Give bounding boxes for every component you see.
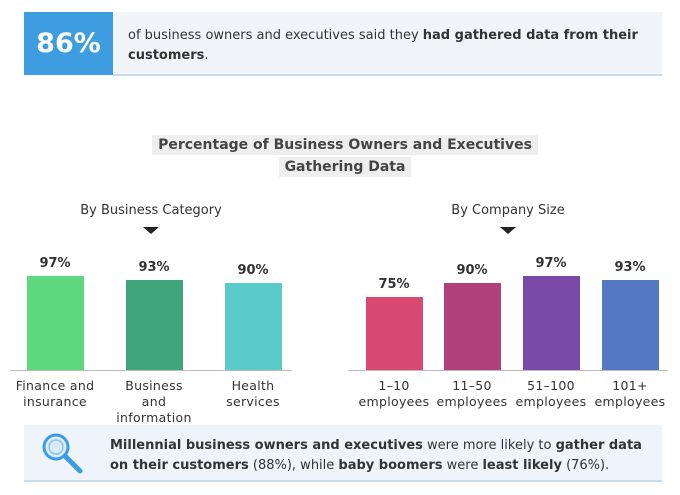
chart-title: Percentage of Business Owners and Execut… <box>150 134 540 178</box>
baseline <box>10 370 292 371</box>
text-segment: of business owners and executives said t… <box>128 28 423 43</box>
text-segment: baby boomers <box>338 458 443 473</box>
text-segment: had gathered data from their customers <box>128 28 638 63</box>
text-segment: gather data on their customers <box>110 438 642 473</box>
chart-subtitle: By Company Size <box>451 203 565 218</box>
text-segment: were more likely to <box>422 438 556 453</box>
category-label: Finance and insurance <box>15 378 95 409</box>
stat: 86% <box>24 12 113 75</box>
bar <box>443 282 501 370</box>
footer-panel <box>24 425 662 482</box>
bar <box>601 279 659 370</box>
header-text: of business owners and executives said t… <box>128 26 648 66</box>
value-label: 90% <box>237 262 269 278</box>
text-segment: least likely <box>482 458 562 473</box>
pointer <box>143 227 159 234</box>
text-segment: Millennial business owners and executive… <box>110 438 423 453</box>
category-label: 1–10 employees <box>358 378 430 409</box>
text-segment: . <box>204 48 209 63</box>
value-label: 93% <box>614 259 646 275</box>
category-label: Health services <box>226 378 280 409</box>
baseline <box>348 370 668 371</box>
footer-text: Millennial business owners and executive… <box>110 436 650 476</box>
title-text: Percentage of Business Owners and Execut… <box>152 135 538 177</box>
text-segment: were <box>442 458 483 473</box>
category-label: 11–50 employees <box>436 378 508 409</box>
value-label: 97% <box>535 255 567 271</box>
bar <box>26 275 84 370</box>
bar <box>224 282 282 370</box>
value-label: 90% <box>456 262 488 278</box>
value-label: 93% <box>138 259 170 275</box>
category-label: Business and information <box>116 378 192 425</box>
header-panel <box>113 12 662 76</box>
category-label: 51–100 employees <box>515 378 587 409</box>
chart-subtitle: By Business Category <box>80 203 222 218</box>
value-label: 75% <box>378 277 410 293</box>
bar <box>125 279 183 370</box>
value-label: 97% <box>39 255 71 271</box>
bar <box>365 297 423 370</box>
text-segment: (76%). <box>561 458 610 473</box>
pointer <box>500 227 516 234</box>
text-segment: (88%), while <box>248 458 339 473</box>
category-label: 101+ employees <box>594 378 666 409</box>
magnifier-icon <box>42 433 83 474</box>
bar <box>522 275 580 370</box>
